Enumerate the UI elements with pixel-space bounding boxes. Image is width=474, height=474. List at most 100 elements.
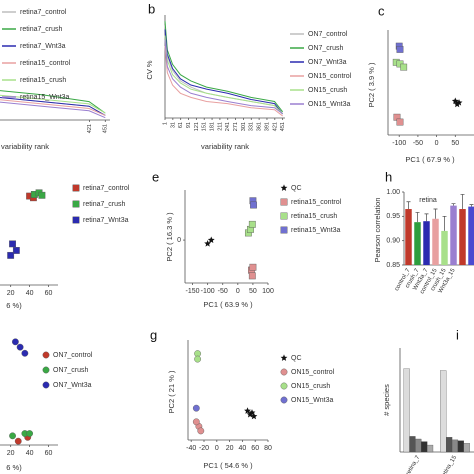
x-tick-label: 60 bbox=[45, 290, 53, 297]
point bbox=[192, 404, 200, 412]
bar bbox=[414, 222, 421, 265]
legend-swatch bbox=[280, 226, 288, 234]
line bbox=[0, 101, 106, 119]
legend-label: ON15_Wnt3a bbox=[308, 101, 351, 108]
point bbox=[12, 247, 20, 254]
x-tick-label: 50 bbox=[249, 288, 257, 295]
error-bar bbox=[424, 213, 429, 222]
bar bbox=[432, 218, 439, 265]
panel-label: h bbox=[385, 169, 392, 184]
error-bar bbox=[460, 194, 465, 210]
point bbox=[396, 45, 404, 53]
x-tick-label: 301 bbox=[241, 122, 247, 131]
bar bbox=[463, 443, 470, 453]
x-tick-label: 20 bbox=[7, 450, 15, 457]
panel-label: e bbox=[152, 169, 159, 184]
legend-label: QC bbox=[291, 185, 302, 192]
legend-label: retina15_Wnt3a bbox=[291, 227, 341, 234]
line bbox=[164, 29, 284, 115]
x-axis-label: 6 %) bbox=[6, 463, 22, 472]
legend-label: QC bbox=[291, 355, 302, 362]
x-tick-label: retina_7 bbox=[405, 454, 421, 474]
legend-label: ON15_control bbox=[308, 73, 352, 80]
line bbox=[0, 94, 106, 114]
legend-label: ON7_Wnt3a bbox=[308, 59, 347, 66]
x-tick-label: -40 bbox=[186, 445, 196, 452]
point bbox=[396, 118, 404, 126]
bar bbox=[459, 209, 466, 265]
error-bar bbox=[415, 212, 420, 223]
line bbox=[164, 35, 284, 115]
panel-label: b bbox=[148, 1, 155, 16]
point bbox=[250, 201, 257, 209]
x-tick-label: 361 bbox=[257, 122, 263, 131]
panel-label: g bbox=[150, 327, 157, 342]
x-tick-label: 60 bbox=[251, 445, 259, 452]
x-tick-label: 421 bbox=[87, 124, 93, 133]
x-tick-label: 391 bbox=[264, 122, 270, 131]
legend-swatch bbox=[280, 212, 288, 220]
legend-swatch bbox=[72, 200, 80, 208]
legend-label: retina7_crush bbox=[83, 201, 126, 208]
point bbox=[7, 251, 15, 259]
bar bbox=[450, 205, 457, 265]
x-tick-label: 241 bbox=[225, 122, 231, 131]
line bbox=[0, 99, 106, 116]
x-tick-label: 0 bbox=[215, 445, 219, 452]
x-tick-label: 50 bbox=[451, 140, 459, 147]
point bbox=[248, 272, 256, 280]
point bbox=[16, 343, 24, 351]
bar bbox=[423, 221, 430, 265]
legend-label: ON15_control bbox=[291, 369, 335, 376]
x-tick-label: 91 bbox=[186, 122, 192, 128]
x-tick-label: 151 bbox=[202, 122, 208, 131]
bar bbox=[415, 438, 422, 453]
point bbox=[455, 99, 463, 106]
legend-swatch bbox=[280, 396, 288, 404]
legend-label: ON15_Wnt3a bbox=[291, 397, 334, 404]
point bbox=[192, 418, 200, 426]
panel-label: i bbox=[456, 327, 459, 342]
legend-label: retina15_control bbox=[291, 199, 342, 206]
legend-label: ON15_crush bbox=[308, 87, 347, 94]
x-tick-label: 20 bbox=[7, 290, 15, 297]
y-axis-label: Pearson correlation bbox=[373, 197, 382, 262]
x-tick-label: -150 bbox=[186, 288, 200, 295]
x-tick-label: 0 bbox=[236, 288, 240, 295]
error-bar bbox=[451, 203, 456, 206]
legend-label: retina7_crush bbox=[20, 26, 63, 33]
x-tick-label: 271 bbox=[233, 122, 239, 131]
point bbox=[453, 100, 461, 108]
legend-swatch bbox=[42, 366, 50, 374]
point bbox=[248, 220, 256, 228]
point bbox=[249, 263, 257, 271]
x-tick-label: retina_15 bbox=[440, 454, 458, 474]
x-tick-label: -50 bbox=[413, 140, 423, 147]
legend-label: retina15_control bbox=[20, 60, 71, 67]
error-bar bbox=[406, 201, 411, 210]
point bbox=[244, 407, 251, 414]
y-axis-label: PC2 ( 21 % ) bbox=[167, 370, 176, 413]
y-axis-label: CV % bbox=[145, 60, 154, 80]
x-tick-label: 181 bbox=[210, 122, 216, 131]
legend-label: retina7_Wnt3a bbox=[83, 217, 129, 224]
point bbox=[11, 338, 19, 346]
legend-swatch bbox=[42, 351, 50, 359]
x-tick-label: 40 bbox=[26, 450, 34, 457]
x-tick-label: 0 bbox=[435, 140, 439, 147]
x-tick-label: 61 bbox=[178, 122, 184, 128]
bar bbox=[446, 437, 453, 453]
point bbox=[38, 191, 46, 199]
x-tick-label: 451 bbox=[280, 122, 286, 131]
legend-label: ON7_control bbox=[308, 31, 348, 38]
line bbox=[0, 96, 106, 116]
bar bbox=[451, 439, 459, 453]
x-tick-label: 31 bbox=[170, 122, 176, 128]
bar bbox=[441, 230, 448, 265]
panel-label: c bbox=[378, 3, 385, 18]
legend-swatch bbox=[72, 184, 80, 192]
legend-swatch bbox=[280, 354, 288, 361]
legend-label: ON7_control bbox=[53, 352, 93, 359]
legend-label: ON15_crush bbox=[291, 383, 330, 390]
y-tick-label: 0 bbox=[177, 237, 181, 244]
